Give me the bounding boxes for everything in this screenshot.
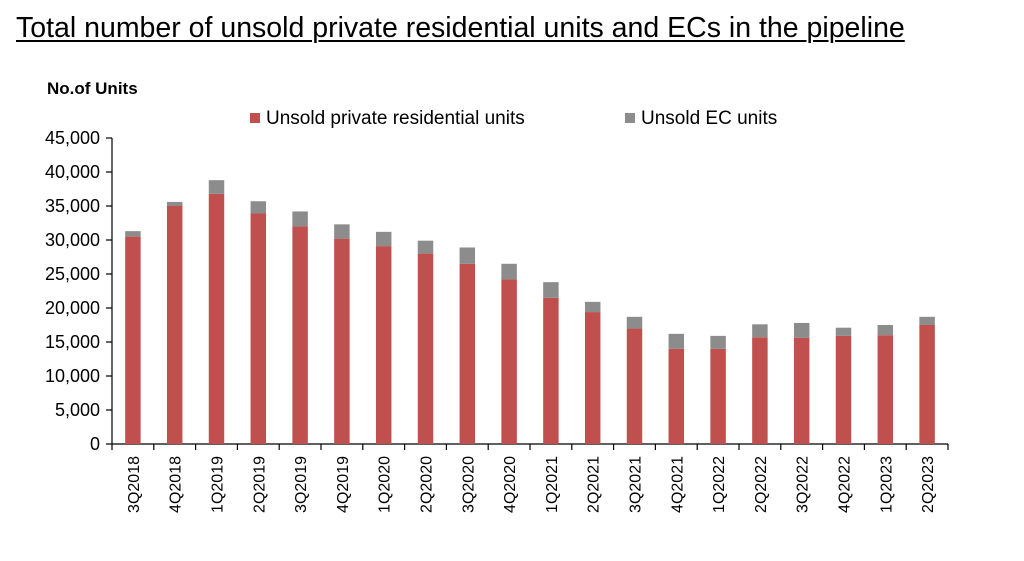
bar-unsold-private	[334, 238, 350, 444]
legend-label: Unsold private residential units	[266, 108, 525, 129]
y-tick-label: 10,000	[45, 366, 100, 386]
bar-unsold-ec	[668, 333, 685, 349]
bar-unsold-private	[208, 193, 225, 444]
x-tick-label: 2Q2022	[753, 456, 770, 513]
x-tick-label: 3Q2022	[795, 456, 812, 513]
x-tick-label: 4Q2018	[168, 456, 185, 513]
bar-unsold-ec	[501, 263, 517, 280]
bar-unsold-ec	[375, 231, 392, 247]
y-axis-label: No.of Units	[47, 79, 138, 98]
legend: Unsold private residential units Unsold E…	[250, 108, 777, 129]
bar-unsold-private	[793, 337, 810, 444]
bar-unsold-ec	[793, 322, 810, 338]
y-tick-label: 5,000	[55, 400, 100, 420]
x-tick-label: 2Q2020	[419, 456, 436, 513]
y-tick-label: 0	[90, 434, 100, 454]
bar-unsold-private	[125, 236, 141, 444]
bar-unsold-ec	[125, 231, 141, 237]
y-tick-label: 45,000	[45, 128, 100, 148]
chart-title: Total number of unsold private residenti…	[16, 12, 905, 44]
bar-unsold-ec	[626, 316, 643, 329]
bar-unsold-private	[459, 263, 476, 444]
x-tick-label: 2Q2019	[251, 456, 268, 513]
legend-swatch	[625, 113, 635, 123]
bar-unsold-ec	[584, 301, 601, 313]
y-tick-label: 20,000	[45, 298, 100, 318]
y-tick-label: 35,000	[45, 196, 100, 216]
bar-unsold-private	[877, 335, 894, 444]
x-tick-label: 4Q2019	[335, 456, 352, 513]
y-axis: 0 5,000 10,000 15,000 20,000 25,000 30,000 35,0…	[45, 128, 113, 454]
x-tick-label: 2Q2023	[920, 456, 937, 513]
bar-unsold-private	[626, 328, 643, 444]
x-tick-label: 2Q2021	[586, 456, 603, 513]
x-tick-label: 1Q2019	[210, 456, 227, 513]
bar-unsold-ec	[166, 201, 183, 206]
y-tick-label: 15,000	[45, 332, 100, 352]
bar-unsold-private	[417, 253, 434, 444]
bar-unsold-private	[668, 348, 685, 444]
legend-swatch	[250, 113, 260, 123]
bar-unsold-ec	[459, 247, 476, 264]
bar-unsold-private	[584, 312, 601, 444]
x-axis: 3Q2018 4Q2018 1Q2019 2Q2019 3Q2019 4Q2019 1Q20…	[111, 443, 949, 513]
x-tick-label: 4Q2021	[669, 456, 686, 513]
bar-unsold-ec	[835, 327, 852, 336]
x-tick-label: 3Q2021	[628, 456, 645, 513]
x-tick-label: 3Q2020	[460, 456, 477, 513]
legend-label: Unsold EC units	[641, 108, 777, 129]
bar-unsold-ec	[919, 316, 935, 325]
bar-unsold-ec	[710, 335, 726, 349]
x-tick-label: 3Q2018	[126, 456, 143, 513]
x-tick-label: 3Q2019	[293, 456, 310, 513]
bar-unsold-private	[292, 226, 308, 444]
bar-unsold-private	[835, 335, 852, 444]
y-tick-label: 40,000	[45, 162, 100, 182]
bar-unsold-ec	[752, 324, 768, 338]
y-tick-label: 30,000	[45, 230, 100, 250]
bar-unsold-ec	[292, 211, 308, 227]
x-tick-label: 4Q2020	[502, 456, 519, 513]
bar-unsold-ec	[334, 224, 350, 239]
bar-unsold-private	[250, 213, 267, 444]
y-tick-label: 25,000	[45, 264, 100, 284]
x-tick-label: 1Q2023	[878, 456, 895, 513]
x-tick-label: 1Q2021	[544, 456, 561, 513]
bar-unsold-ec	[250, 201, 267, 214]
bar-unsold-private	[752, 337, 768, 444]
bar-unsold-private	[543, 297, 559, 444]
x-tick-label: 1Q2020	[377, 456, 394, 513]
x-tick-label: 4Q2022	[837, 456, 854, 513]
bar-unsold-private	[919, 325, 935, 444]
x-tick-label: 1Q2022	[711, 456, 728, 513]
bar-unsold-private	[166, 206, 183, 444]
bar-unsold-private	[710, 348, 726, 444]
bar-unsold-ec	[543, 282, 559, 298]
bar-unsold-private	[375, 246, 392, 444]
bar-unsold-private	[501, 279, 517, 444]
bar-unsold-ec	[208, 180, 225, 194]
bars	[125, 180, 935, 444]
bar-unsold-ec	[877, 325, 894, 336]
bar-unsold-ec	[417, 240, 434, 254]
